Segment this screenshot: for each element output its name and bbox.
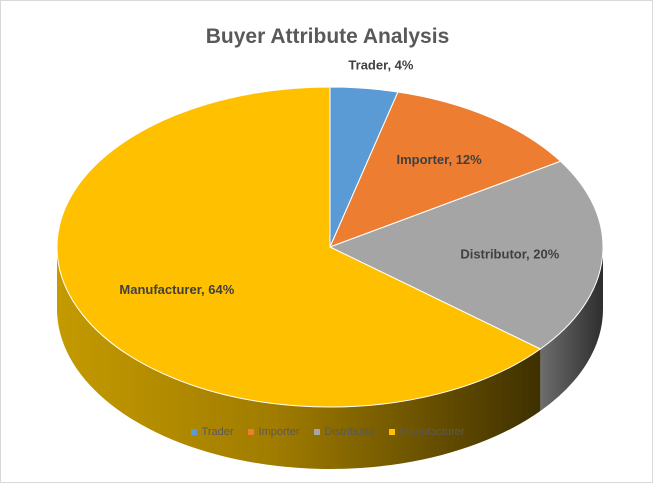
legend-swatch [247, 429, 254, 435]
legend-swatch [190, 429, 197, 435]
pie-sides [57, 247, 603, 469]
legend: Trader Importer Distributor Manufacturer [1, 426, 653, 438]
data-label-manufacturer: Manufacturer, 64% [119, 282, 234, 297]
slice-side-manufacturer [57, 247, 541, 469]
data-label-importer: Importer, 12% [396, 152, 482, 167]
legend-label: Importer [258, 426, 300, 438]
legend-swatch [313, 429, 320, 435]
pie-labels: Trader, 4% Importer, 12% Distributor, 20% M… [119, 58, 559, 298]
legend-label: Manufacturer [399, 426, 465, 438]
data-label-distributor: Distributor, 20% [460, 247, 559, 262]
pie-tops [56, 86, 604, 408]
legend-item-trader: Trader [190, 426, 234, 438]
chart-title: Buyer Attribute Analysis [205, 25, 450, 48]
slice-side-distributor [540, 247, 603, 411]
slice-distributor [328, 160, 604, 350]
slice-manufacturer [56, 86, 542, 408]
legend-item-distributor: Distributor [313, 426, 375, 438]
data-label-trader: Trader, 4% [348, 58, 413, 73]
legend-label: Trader [201, 426, 234, 438]
slice-importer [329, 91, 562, 248]
legend-label: Distributor [324, 426, 375, 438]
legend-item-importer: Importer [247, 426, 300, 438]
legend-item-manufacturer: Manufacturer [388, 426, 465, 438]
legend-swatch [388, 429, 395, 435]
